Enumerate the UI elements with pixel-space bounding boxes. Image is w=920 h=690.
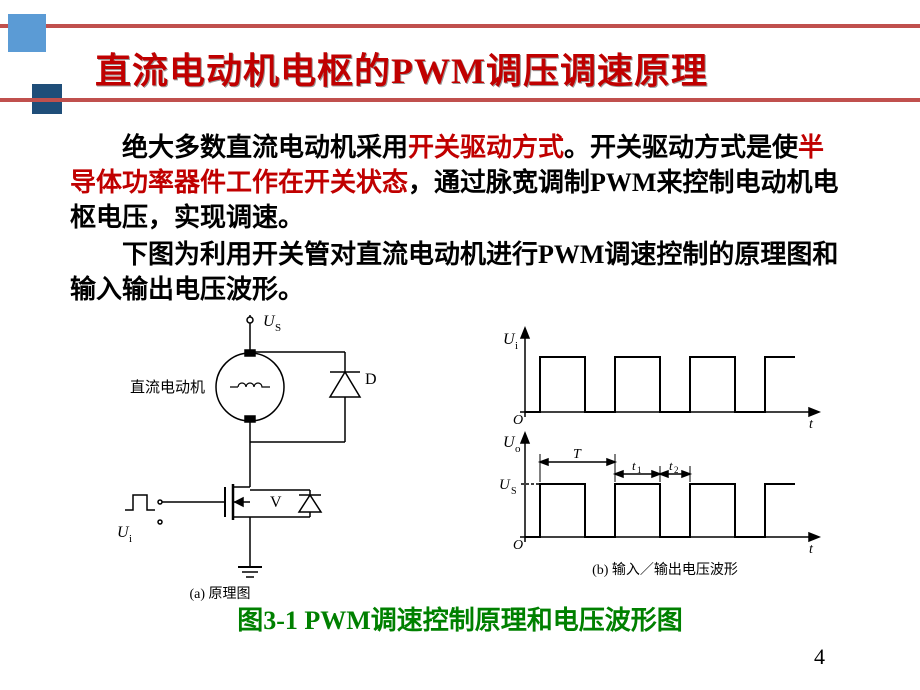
paragraph-2: 下图为利用开关管对直流电动机进行PWM调速控制的原理图和输入输出电压波形。 <box>70 237 850 307</box>
svg-text:t: t <box>632 458 636 473</box>
svg-text:1: 1 <box>637 465 642 475</box>
svg-text:D: D <box>365 371 377 388</box>
svg-text:直流电动机: 直流电动机 <box>130 379 205 396</box>
svg-text:t: t <box>669 458 673 473</box>
waveform-diagram: U i O t U o O t U S T <box>485 322 845 582</box>
svg-text:(b) 输入／输出电压波形: (b) 输入／输出电压波形 <box>592 562 738 578</box>
figure-caption-text: 图3-1 PWM调速控制原理和电压波形图 <box>237 606 683 635</box>
p2-text: 下图为利用开关管对直流电动机进行PWM调速控制的原理图和输入输出电压波形。 <box>70 240 838 304</box>
svg-text:i: i <box>129 533 132 545</box>
page-number: 4 <box>814 644 825 670</box>
p1-highlight-1: 开关驱动方式 <box>408 133 564 162</box>
slide-title: 直流电动机电枢的PWM调压调速原理 <box>95 42 708 94</box>
circuit-diagram: U S 直流电动机 D <box>75 312 415 602</box>
decorative-line-top <box>0 24 920 28</box>
paragraph-1: 绝大多数直流电动机采用开关驱动方式。开关驱动方式是使半导体功率器件工作在开关状态… <box>70 130 850 235</box>
svg-text:t: t <box>809 542 814 557</box>
svg-text:S: S <box>275 322 281 334</box>
svg-text:2: 2 <box>674 465 679 475</box>
svg-text:S: S <box>511 486 517 497</box>
svg-text:i: i <box>515 340 518 352</box>
p1-text-2: 。开关驱动方式是使 <box>564 133 798 162</box>
figure-caption: 图3-1 PWM调速控制原理和电压波形图 <box>0 600 920 637</box>
svg-text:o: o <box>515 443 521 455</box>
svg-text:V: V <box>270 494 282 511</box>
p1-text-1: 绝大多数直流电动机采用 <box>122 133 408 162</box>
svg-text:O: O <box>513 413 523 428</box>
svg-text:t: t <box>809 417 814 432</box>
title-text: 直流电动机电枢的PWM调压调速原理 <box>95 51 708 91</box>
content-area: 绝大多数直流电动机采用开关驱动方式。开关驱动方式是使半导体功率器件工作在开关状态… <box>0 120 920 307</box>
decorative-line-bottom <box>0 98 920 102</box>
svg-text:O: O <box>513 538 523 553</box>
svg-text:U: U <box>499 477 511 493</box>
svg-text:T: T <box>573 447 582 462</box>
decorative-block-outer <box>8 14 46 52</box>
diagrams-container: U S 直流电动机 D <box>0 312 920 602</box>
slide-header: 直流电动机电枢的PWM调压调速原理 <box>0 0 920 120</box>
page-number-text: 4 <box>814 644 825 669</box>
